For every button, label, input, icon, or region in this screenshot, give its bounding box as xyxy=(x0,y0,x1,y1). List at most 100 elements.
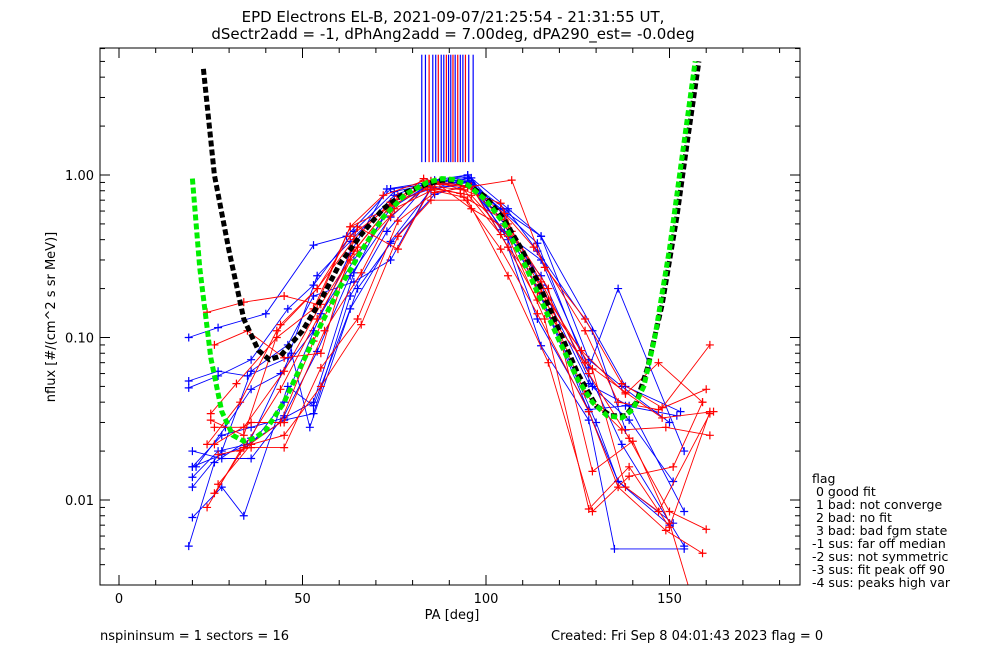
y-tick-label: 0.01 xyxy=(65,494,94,509)
data-point-red xyxy=(665,519,674,528)
data-point-red xyxy=(628,437,637,446)
series-red-line-16 xyxy=(206,186,703,554)
x-tick-label: 100 xyxy=(474,592,499,607)
series-red-line-20 xyxy=(217,199,703,513)
series-red-line-11 xyxy=(206,179,711,409)
data-point-blue xyxy=(247,367,256,376)
data-point-red xyxy=(625,472,634,481)
data-point-red xyxy=(705,409,714,418)
data-point-blue xyxy=(188,513,197,522)
data-point-blue xyxy=(382,227,391,236)
data-point-red xyxy=(588,507,597,516)
series-blue-line-0 xyxy=(188,174,681,413)
x-tick-label: 50 xyxy=(294,592,311,607)
series-red-line-21 xyxy=(214,181,689,585)
data-point-red xyxy=(280,367,289,376)
data-point-blue xyxy=(184,333,193,342)
data-point-red xyxy=(210,489,219,498)
data-point-red xyxy=(577,346,586,355)
data-point-red xyxy=(544,284,553,293)
data-point-red xyxy=(533,309,542,318)
data-point-blue xyxy=(537,232,546,241)
series-blue-line-10 xyxy=(192,185,670,488)
data-point-blue xyxy=(680,447,689,456)
data-point-blue xyxy=(309,401,318,410)
series-blue-line-7 xyxy=(192,181,685,518)
data-point-red xyxy=(695,617,703,625)
data-point-blue xyxy=(184,542,193,551)
data-point-red xyxy=(214,480,223,489)
footer-right: Created: Fri Sep 8 04:01:43 2023 flag = … xyxy=(551,629,823,644)
data-point-red xyxy=(280,418,289,427)
data-point-red xyxy=(661,423,670,432)
data-point-red xyxy=(504,271,513,280)
data-point-red xyxy=(393,217,402,226)
data-point-red xyxy=(210,440,219,449)
data-point-red xyxy=(393,245,402,254)
data-point-red xyxy=(617,379,626,388)
legend-entry: 3 bad: bad fgm state xyxy=(812,523,948,538)
series-red-line-19 xyxy=(218,186,711,513)
data-point-blue xyxy=(665,418,674,427)
data-point-blue xyxy=(283,304,292,313)
data-point-red xyxy=(276,320,285,329)
data-point-red xyxy=(529,243,538,252)
chart-title: EPD Electrons EL-B, 2021-09-07/21:25:54 … xyxy=(242,8,665,26)
data-point-red xyxy=(419,174,428,183)
legend-title: flag xyxy=(812,471,835,486)
data-point-blue xyxy=(188,473,197,482)
axes: 0 50 100 150 0.01 0.10 1.00 xyxy=(65,47,801,607)
data-point-red xyxy=(214,450,223,459)
x-axis-label: PA [deg] xyxy=(425,608,480,623)
data-point-red xyxy=(584,407,593,416)
data-point-blue xyxy=(192,462,201,471)
data-point-blue xyxy=(353,284,362,293)
data-point-blue xyxy=(617,440,626,449)
data-point-red xyxy=(430,188,439,197)
data-point-blue xyxy=(247,385,256,394)
data-point-blue xyxy=(188,447,197,456)
data-point-red xyxy=(625,462,634,471)
data-point-blue xyxy=(247,355,256,364)
data-point-red xyxy=(316,382,325,391)
data-point-blue xyxy=(584,416,593,425)
data-point-blue xyxy=(261,309,270,318)
data-point-red xyxy=(698,398,707,407)
series-blue-line-4 xyxy=(192,180,670,526)
legend-entry: 1 bad: not converge xyxy=(812,497,942,512)
data-point-blue xyxy=(184,383,193,392)
data-point-red xyxy=(379,191,388,200)
data-point-red xyxy=(581,326,590,335)
y-tick-label: 0.10 xyxy=(65,332,94,347)
data-point-red xyxy=(239,431,248,440)
plot-area xyxy=(184,54,718,625)
data-point-red xyxy=(467,191,476,200)
data-point-red xyxy=(588,467,597,476)
data-point-blue xyxy=(309,292,318,301)
data-point-red xyxy=(276,385,285,394)
data-point-blue xyxy=(309,241,318,250)
series-red-line-17 xyxy=(214,183,707,530)
data-point-red xyxy=(467,204,476,213)
data-point-blue xyxy=(537,341,546,350)
data-point-red xyxy=(507,176,516,185)
series-red-line-12 xyxy=(210,180,707,414)
data-point-red xyxy=(280,443,289,452)
plot-content xyxy=(184,54,718,625)
flag-legend: flag 0 good fit 1 bad: not converge 2 ba… xyxy=(812,471,951,590)
legend-entry: -3 sus: fit peak off 90 xyxy=(812,562,945,577)
data-point-red xyxy=(665,507,674,516)
y-axis-label: nflux [#/(cm^2 s sr MeV)] xyxy=(44,232,59,402)
legend-entry: -2 sus: not symmetric xyxy=(812,549,948,564)
legend-entry: 0 good fit xyxy=(812,484,876,499)
data-point-red xyxy=(357,320,366,329)
data-point-red xyxy=(698,549,707,558)
series-blue-line-8 xyxy=(188,183,685,547)
data-point-blue xyxy=(610,544,619,553)
series-red-line-18 xyxy=(214,188,711,529)
data-point-red xyxy=(316,349,325,358)
data-point-red xyxy=(654,507,663,516)
data-point-blue xyxy=(313,271,322,280)
data-point-blue xyxy=(382,185,391,194)
data-point-red xyxy=(236,398,245,407)
